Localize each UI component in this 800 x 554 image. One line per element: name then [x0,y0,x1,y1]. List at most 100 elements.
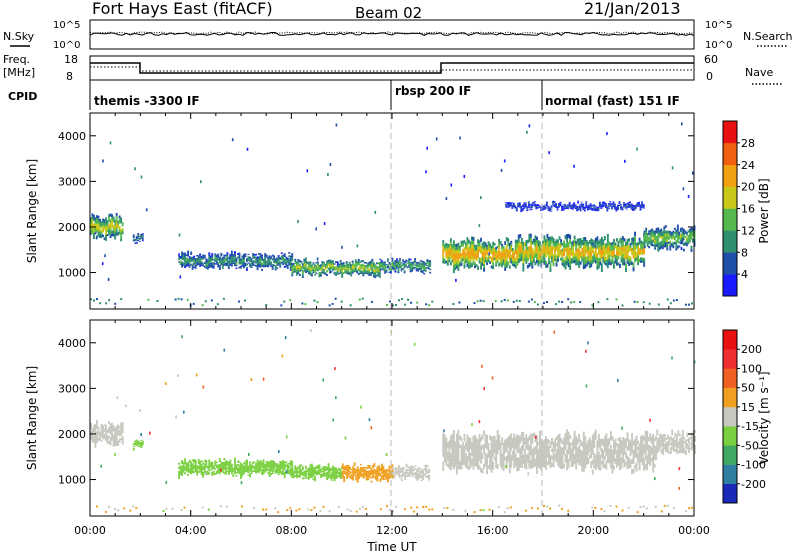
velocity-echo-cell [227,471,230,474]
power-echo-cell [227,264,230,267]
power-echo-cell [535,208,538,210]
power-echo-cell [297,264,300,267]
velocity-echo-cell [97,428,100,431]
power-echo-cell [594,237,597,242]
power-echo-cell [526,246,529,251]
power-echo-cell [421,265,424,267]
power-echo-cell [614,205,616,206]
velocity-echo-cell [346,464,349,467]
power-echo-cell [351,268,354,271]
power-echo-cell [496,255,499,259]
power-echo-cell [468,254,470,258]
power-echo-cell [627,203,630,205]
power-echo-cell [94,219,97,222]
power-echo-cell [297,266,300,269]
velocity-echo-cell [258,465,261,468]
power-echo-cell [489,261,492,264]
velocity-echo-cell [267,472,270,474]
power-echo-cell [586,207,589,209]
power-echo-cell [415,266,418,268]
power-echo-cell [540,263,543,268]
power-echo-cell [288,263,291,266]
velocity-echo-cell [341,470,344,473]
velocity-echo-cell [196,469,199,472]
power-echo-cell [583,208,586,210]
velocity-echo-cell [238,467,241,470]
power-echo-cell [368,272,371,274]
power-echo-cell [360,260,363,262]
power-echo-cell [652,244,655,247]
power-echo-cell [90,230,92,233]
power-echo-cell [295,265,298,268]
velocity-echo-cell [414,475,417,477]
power-echo-cell [663,234,666,237]
velocity-echo-cell [426,475,429,477]
power-echo-cell [514,264,517,269]
velocity-echo-cell [97,433,100,436]
power-echo-cell [472,253,475,257]
power-echo-cell [601,205,604,206]
power-echo-cell [418,263,421,265]
power-echo-cell [206,263,209,266]
velocity-echo-cell [179,467,182,469]
power-echo-cell [218,258,221,261]
power-scatter-point [548,151,550,155]
velocity-echo-cell [496,464,499,469]
velocity-echo-cell [335,467,338,469]
power-echo-cell [348,261,351,264]
power-echo-cell [531,247,534,252]
velocity-echo-cell [306,468,309,470]
velocity-echo-cell [317,467,319,469]
power-echo-cell [551,236,554,240]
velocity-echo-cell [330,472,333,475]
velocity-echo-cell [249,475,252,478]
power-echo-cell [666,230,669,234]
velocity-echo-cell [388,477,391,479]
velocity-echo-cell [181,462,184,464]
power-echo-cell [562,206,565,208]
power-echo-cell [600,207,603,209]
power-echo-cell [252,260,255,263]
power-echo-cell [567,205,570,206]
power-echo-cell [301,263,304,266]
velocity-echo-cell [304,472,307,474]
velocity-echo-cell [419,476,422,478]
power-echo-cell [446,252,449,255]
power-echo-cell [585,207,588,208]
velocity-echo-cell [344,471,347,473]
power-echo-cell [555,203,558,204]
power-echo-cell [191,263,194,265]
power-echo-cell [603,203,606,205]
power-echo-cell [517,202,520,204]
power-echo-cell [675,234,678,238]
power-echo-cell [276,257,279,259]
power-echo-cell [314,270,316,272]
velocity-echo-cell [289,468,292,471]
velocity-echo-cell [495,447,498,452]
power-echo-cell [594,257,597,261]
velocity-echo-cell [226,460,229,463]
velocity-echo-cell [223,465,226,468]
power-echo-cell [570,207,573,208]
power-echo-cell [335,274,338,276]
velocity-echo-cell [487,454,490,458]
velocity-echo-cell [462,458,464,462]
velocity-echo-cell [396,470,399,472]
velocity-echo-cell [221,471,224,473]
power-echo-cell [420,264,423,267]
velocity-echo-cell [407,475,410,477]
velocity-echo-cell [382,474,385,477]
power-echo-cell [363,268,366,270]
power-echo-cell [561,262,564,266]
power-echo-cell [596,244,599,249]
power-echo-cell [100,231,103,234]
power-echo-cell [555,204,558,206]
power-echo-cell [527,203,530,204]
velocity-echo-cell [140,442,143,443]
power-echo-cell [550,209,553,211]
power-echo-cell [217,263,220,266]
velocity-echo-cell [408,470,411,472]
power-echo-cell [465,242,467,246]
power-echo-cell [558,243,561,247]
power-near-range-point [265,304,268,307]
